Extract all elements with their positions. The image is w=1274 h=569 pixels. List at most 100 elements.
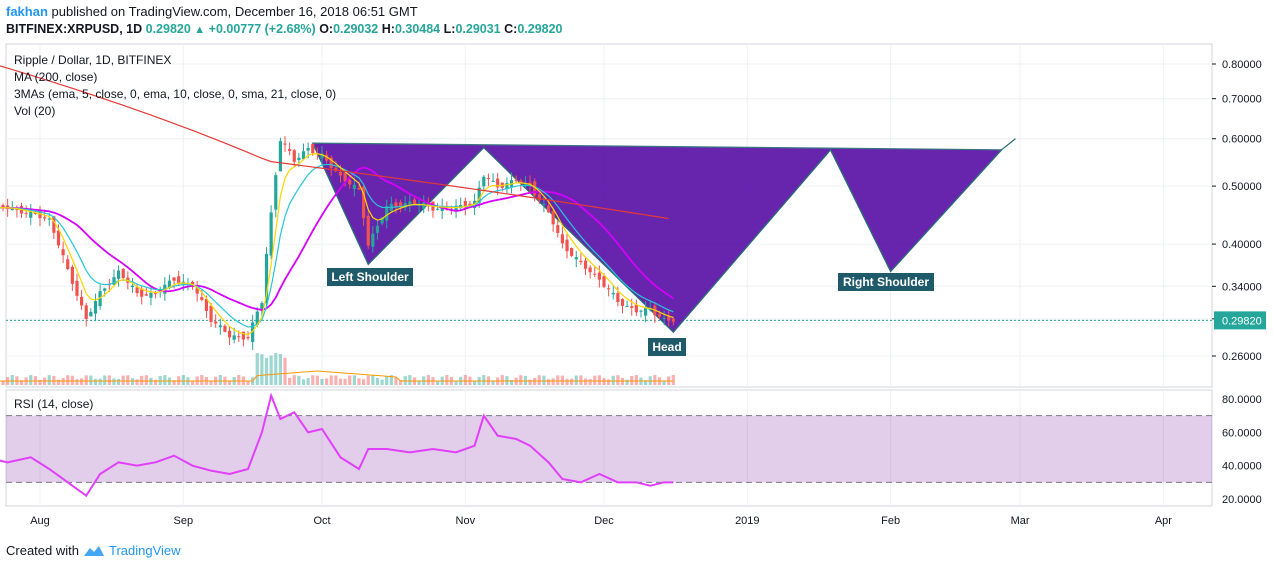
legend-title: Ripple / Dollar, 1D, BITFINEX <box>14 53 171 67</box>
candle-body <box>542 203 546 205</box>
volume-bar <box>89 375 93 385</box>
volume-bar <box>644 380 648 385</box>
candle-body <box>657 313 662 317</box>
volume-bar <box>472 380 477 385</box>
volume-bar <box>528 379 532 385</box>
volume-bar <box>135 379 139 385</box>
volume-bar <box>519 375 523 385</box>
volume-bar <box>93 378 98 385</box>
candle-body <box>375 225 380 233</box>
candle-body <box>61 249 65 256</box>
x-tick-label: Sep <box>174 515 194 527</box>
volume-bar <box>343 378 347 385</box>
volume-bar <box>445 375 449 385</box>
candle-body <box>149 292 153 298</box>
publish-header: fakhan published on TradingView.com, Dec… <box>6 4 418 19</box>
candle-body <box>398 202 403 207</box>
candle-body <box>408 201 412 205</box>
volume-bar <box>47 375 51 385</box>
rsi-tick-label: 20.0000 <box>1222 494 1262 506</box>
candle-body <box>144 294 148 296</box>
candle-body <box>246 336 250 339</box>
legend-3mas: 3MAs (ema, 5, close, 0, ema, 10, close, … <box>14 87 336 101</box>
tradingview-brand[interactable]: TradingView <box>108 543 181 558</box>
candle-body <box>403 203 407 208</box>
volume-bar <box>84 375 88 385</box>
volume-bar <box>546 379 551 385</box>
volume-bar <box>218 375 222 385</box>
candle-body <box>667 316 671 321</box>
candle-body <box>394 202 398 207</box>
volume-bar <box>394 377 398 385</box>
volume-bar <box>426 375 430 385</box>
volume-bar <box>311 375 315 385</box>
volume-bar <box>52 375 56 385</box>
candle-body <box>556 225 560 233</box>
candle-body <box>329 157 333 168</box>
volume-bar <box>570 378 574 385</box>
candle-body <box>597 272 601 280</box>
candle-body <box>306 147 310 151</box>
volume-bar <box>375 378 380 385</box>
volume-bar <box>274 353 278 385</box>
candle-body <box>574 257 578 260</box>
volume-bar <box>662 380 666 385</box>
candle-body <box>269 212 273 256</box>
volume-bar <box>417 380 421 385</box>
volume-bar <box>542 375 546 385</box>
volume-bar <box>144 375 148 385</box>
price-change: +0.00777 (+2.68%) <box>208 22 316 36</box>
candle-body <box>570 248 574 256</box>
volume-bar <box>371 375 375 385</box>
volume-bar <box>172 380 176 385</box>
candle-body <box>297 157 301 160</box>
pattern-outline <box>312 138 1016 334</box>
rsi-tick-label: 80.0000 <box>1222 394 1262 406</box>
candle-body <box>140 288 144 297</box>
rsi-tick-label: 40.0000 <box>1222 461 1262 473</box>
candle-body <box>435 208 440 210</box>
rsi-pane-bg <box>5 389 1213 507</box>
volume-bar <box>362 379 366 385</box>
candle-body <box>278 141 282 172</box>
candle-body <box>648 309 652 311</box>
candle-body <box>75 280 79 296</box>
rsi-band-fill <box>6 415 1212 483</box>
candle-body <box>121 268 125 278</box>
volume-bar <box>630 375 634 385</box>
volume-bar <box>551 378 555 385</box>
volume-bar <box>574 375 578 385</box>
volume-bar <box>616 375 620 385</box>
price-pane-bg <box>5 43 1213 388</box>
candle-body <box>579 260 583 263</box>
candle-body <box>611 293 615 295</box>
volume-bar <box>246 380 250 385</box>
volume-bar <box>237 375 241 385</box>
candle-body <box>251 322 255 343</box>
symbol-header: BITFINEX:XRPUSD, 1D 0.29820 ▲ +0.00777 (… <box>6 22 563 36</box>
x-tick-label: Mar <box>1011 515 1030 527</box>
author-link[interactable]: fakhan <box>6 4 48 19</box>
candle-body <box>496 178 500 188</box>
volume-bar <box>389 375 393 385</box>
volume-bar <box>264 358 269 385</box>
volume-bar <box>121 375 125 385</box>
volume-bar <box>103 375 107 385</box>
x-tick-label: Feb <box>881 515 900 527</box>
candle-body <box>292 150 296 162</box>
candle-body <box>10 208 14 211</box>
legend-vol: Vol (20) <box>14 104 55 118</box>
candle-body <box>362 186 366 219</box>
volume-bar <box>140 375 144 385</box>
last-price-badge <box>1214 311 1266 330</box>
candle-body <box>274 175 278 210</box>
volume-bar <box>398 379 403 385</box>
volume-bar <box>315 375 319 385</box>
candle-body <box>218 325 222 328</box>
volume-bar <box>509 379 514 385</box>
candle-body <box>214 321 218 324</box>
price-tick-label: 0.60000 <box>1222 134 1262 146</box>
volume-bar <box>66 375 70 385</box>
volume-bar <box>611 375 615 385</box>
